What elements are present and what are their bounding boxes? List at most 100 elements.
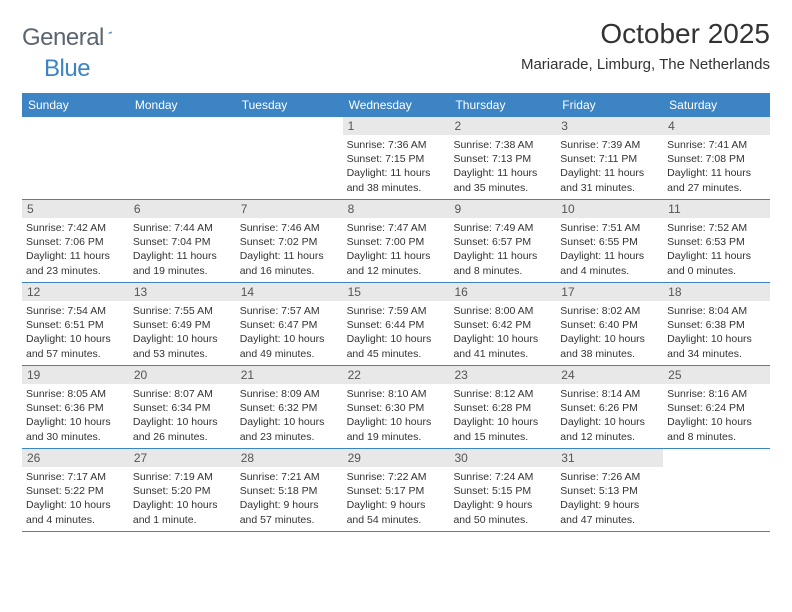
day-info: Sunrise: 8:12 AMSunset: 6:28 PMDaylight:… — [453, 387, 552, 444]
day-number: 7 — [236, 200, 343, 218]
day-cell: 3 Sunrise: 7:39 AMSunset: 7:11 PMDaylight… — [556, 117, 663, 199]
day-number: 14 — [236, 283, 343, 301]
day-cell: 19 Sunrise: 8:05 AMSunset: 6:36 PMDayligh… — [22, 366, 129, 448]
day-info: Sunrise: 8:14 AMSunset: 6:26 PMDaylight:… — [560, 387, 659, 444]
day-cell: 18 Sunrise: 8:04 AMSunset: 6:38 PMDayligh… — [663, 283, 770, 365]
day-number: 9 — [449, 200, 556, 218]
day-cell: 5Sunrise: 7:42 AMSunset: 7:06 PMDaylight… — [22, 200, 129, 282]
week-row: 5Sunrise: 7:42 AMSunset: 7:06 PMDaylight… — [22, 200, 770, 283]
day-number: 19 — [22, 366, 129, 384]
day-number: 31 — [556, 449, 663, 467]
day-number: 23 — [449, 366, 556, 384]
day-info: Sunrise: 8:07 AMSunset: 6:34 PMDaylight:… — [133, 387, 232, 444]
day-info: Sunrise: 8:02 AMSunset: 6:40 PMDaylight:… — [560, 304, 659, 361]
day-info: Sunrise: 7:38 AMSunset: 7:13 PMDaylight:… — [453, 138, 552, 195]
weekday-header: Friday — [556, 93, 663, 117]
day-info: Sunrise: 7:26 AMSunset: 5:13 PMDaylight:… — [560, 470, 659, 527]
day-cell: 10Sunrise: 7:51 AMSunset: 6:55 PMDayligh… — [556, 200, 663, 282]
location: Mariarade, Limburg, The Netherlands — [521, 56, 770, 73]
day-cell: 2Sunrise: 7:38 AMSunset: 7:13 PMDaylight… — [449, 117, 556, 199]
day-cell: 15 Sunrise: 7:59 AMSunset: 6:44 PMDayligh… — [343, 283, 450, 365]
day-cell: 1 Sunrise: 7:36 AMSunset: 7:15 PMDaylight… — [343, 117, 450, 199]
day-number: 29 — [343, 449, 450, 467]
day-info: Sunrise: 7:21 AMSunset: 5:18 PMDaylight:… — [240, 470, 339, 527]
day-number: 30 — [449, 449, 556, 467]
day-cell: 29 Sunrise: 7:22 AMSunset: 5:17 PMDayligh… — [343, 449, 450, 531]
logo-text-2: Blue — [44, 55, 90, 82]
day-cell: 24 Sunrise: 8:14 AMSunset: 6:26 PMDayligh… — [556, 366, 663, 448]
day-cell: 20 Sunrise: 8:07 AMSunset: 6:34 PMDayligh… — [129, 366, 236, 448]
day-number: 21 — [236, 366, 343, 384]
day-info: Sunrise: 7:36 AMSunset: 7:15 PMDaylight:… — [347, 138, 446, 195]
day-number: 16 — [449, 283, 556, 301]
week-row: 19 Sunrise: 8:05 AMSunset: 6:36 PMDayligh… — [22, 366, 770, 449]
logo-text-1: General — [22, 24, 104, 52]
day-info: Sunrise: 7:55 AMSunset: 6:49 PMDaylight:… — [133, 304, 232, 361]
weeks-container: 1 Sunrise: 7:36 AMSunset: 7:15 PMDaylight… — [22, 117, 770, 532]
weekday-row: SundayMondayTuesdayWednesdayThursdayFrid… — [22, 93, 770, 117]
day-cell — [236, 117, 343, 199]
weekday-header: Thursday — [449, 93, 556, 117]
day-number: 15 — [343, 283, 450, 301]
day-number: 20 — [129, 366, 236, 384]
day-number: 6 — [129, 200, 236, 218]
calendar-page: General October 2025 Mariarade, Limburg,… — [0, 0, 792, 542]
day-number: 1 — [343, 117, 450, 135]
weekday-header: Saturday — [663, 93, 770, 117]
day-cell: 27 Sunrise: 7:19 AMSunset: 5:20 PMDayligh… — [129, 449, 236, 531]
day-cell — [22, 117, 129, 199]
day-info: Sunrise: 7:19 AMSunset: 5:20 PMDaylight:… — [133, 470, 232, 527]
day-number: 27 — [129, 449, 236, 467]
day-info: Sunrise: 8:09 AMSunset: 6:32 PMDaylight:… — [240, 387, 339, 444]
day-info: Sunrise: 8:04 AMSunset: 6:38 PMDaylight:… — [667, 304, 766, 361]
day-cell: 26Sunrise: 7:17 AMSunset: 5:22 PMDayligh… — [22, 449, 129, 531]
day-cell: 16 Sunrise: 8:00 AMSunset: 6:42 PMDayligh… — [449, 283, 556, 365]
day-cell: 23 Sunrise: 8:12 AMSunset: 6:28 PMDayligh… — [449, 366, 556, 448]
day-cell: 7 Sunrise: 7:46 AMSunset: 7:02 PMDaylight… — [236, 200, 343, 282]
day-cell: 28 Sunrise: 7:21 AMSunset: 5:18 PMDayligh… — [236, 449, 343, 531]
day-info: Sunrise: 8:00 AMSunset: 6:42 PMDaylight:… — [453, 304, 552, 361]
day-info: Sunrise: 7:47 AMSunset: 7:00 PMDaylight:… — [347, 221, 446, 278]
day-info: Sunrise: 7:51 AMSunset: 6:55 PMDaylight:… — [560, 221, 659, 278]
day-cell: 30 Sunrise: 7:24 AMSunset: 5:15 PMDayligh… — [449, 449, 556, 531]
calendar: SundayMondayTuesdayWednesdayThursdayFrid… — [22, 93, 770, 532]
day-info: Sunrise: 8:05 AMSunset: 6:36 PMDaylight:… — [26, 387, 125, 444]
day-cell: 21 Sunrise: 8:09 AMSunset: 6:32 PMDayligh… — [236, 366, 343, 448]
day-cell: 17 Sunrise: 8:02 AMSunset: 6:40 PMDayligh… — [556, 283, 663, 365]
week-row: 1 Sunrise: 7:36 AMSunset: 7:15 PMDaylight… — [22, 117, 770, 200]
day-info: Sunrise: 7:22 AMSunset: 5:17 PMDaylight:… — [347, 470, 446, 527]
day-cell: 13 Sunrise: 7:55 AMSunset: 6:49 PMDayligh… — [129, 283, 236, 365]
day-info: Sunrise: 7:41 AMSunset: 7:08 PMDaylight:… — [667, 138, 766, 195]
day-number: 13 — [129, 283, 236, 301]
day-number: 3 — [556, 117, 663, 135]
day-info: Sunrise: 7:52 AMSunset: 6:53 PMDaylight:… — [667, 221, 766, 278]
day-info: Sunrise: 7:46 AMSunset: 7:02 PMDaylight:… — [240, 221, 339, 278]
day-number: 28 — [236, 449, 343, 467]
day-info: Sunrise: 7:49 AMSunset: 6:57 PMDaylight:… — [453, 221, 552, 278]
day-info: Sunrise: 7:24 AMSunset: 5:15 PMDaylight:… — [453, 470, 552, 527]
week-row: 12Sunrise: 7:54 AMSunset: 6:51 PMDayligh… — [22, 283, 770, 366]
day-cell: 12Sunrise: 7:54 AMSunset: 6:51 PMDayligh… — [22, 283, 129, 365]
day-cell: 9 Sunrise: 7:49 AMSunset: 6:57 PMDaylight… — [449, 200, 556, 282]
day-number: 24 — [556, 366, 663, 384]
day-cell — [129, 117, 236, 199]
day-info: Sunrise: 7:44 AMSunset: 7:04 PMDaylight:… — [133, 221, 232, 278]
week-row: 26Sunrise: 7:17 AMSunset: 5:22 PMDayligh… — [22, 449, 770, 532]
day-number: 17 — [556, 283, 663, 301]
day-number: 4 — [663, 117, 770, 135]
day-info: Sunrise: 7:54 AMSunset: 6:51 PMDaylight:… — [26, 304, 125, 361]
day-number: 18 — [663, 283, 770, 301]
weekday-header: Tuesday — [236, 93, 343, 117]
day-cell: 25Sunrise: 8:16 AMSunset: 6:24 PMDayligh… — [663, 366, 770, 448]
weekday-header: Wednesday — [343, 93, 450, 117]
day-info: Sunrise: 7:42 AMSunset: 7:06 PMDaylight:… — [26, 221, 125, 278]
weekday-header: Monday — [129, 93, 236, 117]
day-info: Sunrise: 8:10 AMSunset: 6:30 PMDaylight:… — [347, 387, 446, 444]
day-info: Sunrise: 7:17 AMSunset: 5:22 PMDaylight:… — [26, 470, 125, 527]
day-number: 8 — [343, 200, 450, 218]
day-info: Sunrise: 7:59 AMSunset: 6:44 PMDaylight:… — [347, 304, 446, 361]
day-cell: 14Sunrise: 7:57 AMSunset: 6:47 PMDayligh… — [236, 283, 343, 365]
title-block: October 2025 Mariarade, Limburg, The Net… — [521, 18, 770, 73]
logo-triangle-icon — [108, 24, 112, 40]
day-info: Sunrise: 7:39 AMSunset: 7:11 PMDaylight:… — [560, 138, 659, 195]
